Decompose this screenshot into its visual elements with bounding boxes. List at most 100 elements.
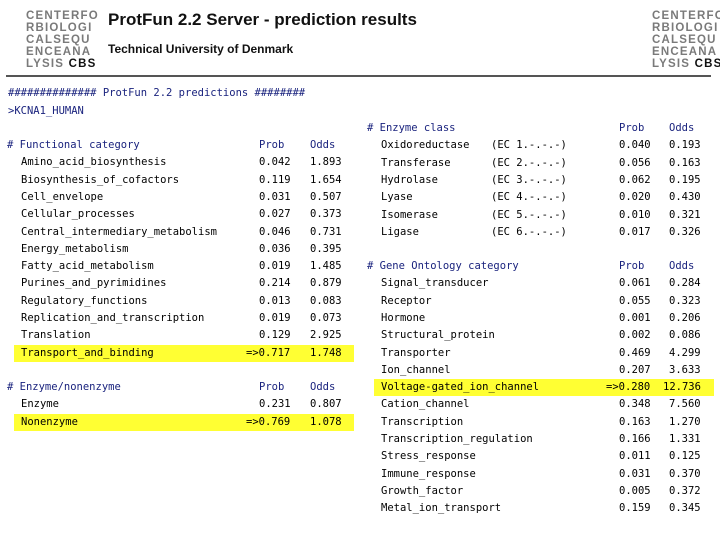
prob-column-header: Prob (259, 139, 285, 151)
odds-value: 0.206 (669, 311, 701, 324)
category-name: Translation (21, 329, 91, 342)
odds-value: 0.370 (669, 467, 701, 480)
odds-column-header: Odds (310, 139, 336, 151)
logo-line: RBIOLOGI (652, 22, 719, 34)
category-name: Biosynthesis_of_cofactors (21, 173, 180, 186)
prob-value: 0.055 (619, 294, 651, 307)
prob-column-header: Prob (619, 122, 645, 134)
prob-value: 0.046 (259, 225, 291, 238)
odds-value: 1.270 (669, 415, 701, 428)
ec-number: (EC 1.-.-.-) (491, 139, 567, 152)
odds-value: 1.331 (669, 433, 701, 445)
odds-value: 0.731 (310, 225, 342, 238)
category-name: Nonenzyme (21, 415, 78, 428)
category-name: Central_intermediary_metabolism (21, 225, 217, 238)
odds-column-header: Odds (669, 260, 695, 272)
prob-value: 0.129 (259, 329, 291, 342)
prob-value: 0.163 (619, 415, 651, 428)
odds-value: 0.193 (669, 139, 701, 152)
odds-value: 0.125 (669, 450, 701, 463)
category-name: Replication_and_transcription (21, 312, 205, 324)
odds-value: 1.078 (310, 415, 342, 428)
category-name: Transcription (381, 415, 464, 428)
odds-value: 0.323 (669, 294, 701, 307)
category-name: Stress_response (381, 450, 476, 463)
logo-line: ENCEANA (26, 46, 92, 58)
prob-value: 0.214 (259, 277, 291, 290)
ec-number: (EC 6.-.-.-) (491, 225, 567, 238)
odds-value: 4.299 (669, 346, 701, 359)
prob-value: 0.469 (619, 346, 651, 359)
odds-value: 1.654 (310, 173, 342, 186)
prob-value: 0.005 (619, 484, 651, 497)
category-name: Regulatory_functions (21, 294, 148, 307)
odds-value: 0.879 (310, 277, 342, 290)
category-name: Purines_and_pyrimidines (21, 277, 167, 290)
odds-value: 0.073 (310, 312, 342, 324)
category-name: Cellular_processes (21, 208, 135, 221)
prob-value: 0.348 (619, 398, 651, 411)
section-title: # Enzyme class (367, 122, 456, 134)
category-name: Ligase (381, 225, 419, 238)
odds-value: 1.748 (310, 346, 342, 359)
category-name: Receptor (381, 294, 432, 307)
ec-number: (EC 3.-.-.-) (491, 173, 567, 186)
category-name: Growth_factor (381, 484, 464, 497)
prob-value: 0.019 (259, 312, 291, 324)
category-name: Enzyme (21, 398, 59, 411)
logo-line: RBIOLOGI (26, 22, 93, 34)
highlight-bar (14, 413, 354, 431)
prob-value: 0.062 (619, 173, 651, 186)
prob-value: 0.019 (259, 260, 291, 273)
prob-value: 0.020 (619, 191, 651, 204)
odds-value: 0.372 (669, 484, 701, 497)
category-name: Transferase (381, 156, 451, 169)
category-name: Amino_acid_biosynthesis (21, 156, 167, 169)
highlight-bar (374, 379, 714, 397)
category-name: Hydrolase (381, 173, 438, 186)
prob-column-header: Prob (619, 260, 645, 272)
logo-line: LYSIS CBS (26, 58, 97, 70)
category-name: Energy_metabolism (21, 242, 129, 255)
logo-line: CENTERFO (26, 10, 99, 22)
category-name: Isomerase (381, 208, 438, 221)
ec-number: (EC 2.-.-.-) (491, 156, 567, 169)
prob-value: 0.042 (259, 156, 291, 169)
prob-value: 0.056 (619, 156, 651, 169)
odds-value: 0.326 (669, 225, 701, 238)
prob-value: 0.011 (619, 450, 651, 463)
odds-value: 0.507 (310, 190, 342, 203)
odds-value: 0.083 (310, 294, 342, 307)
odds-value: 3.633 (669, 363, 701, 376)
section-title: # Gene Ontology category (367, 260, 519, 272)
sequence-name: >KCNA1_HUMAN (8, 105, 84, 117)
page-title: ProtFun 2.2 Server - prediction results (108, 10, 417, 29)
prob-value: 0.207 (619, 363, 651, 376)
category-name: Ion_channel (381, 363, 451, 376)
category-name: Voltage-gated_ion_channel (381, 381, 540, 394)
odds-value: 0.345 (669, 502, 701, 515)
prob-value: =>0.280 (606, 381, 651, 394)
prob-value: =>0.717 (246, 346, 291, 359)
prob-value: 0.010 (619, 208, 651, 221)
prob-value: 0.159 (619, 502, 651, 515)
logo-line: ENCEANA (652, 46, 718, 58)
odds-value: 2.925 (310, 329, 342, 342)
page-subtitle: Technical University of Denmark (108, 42, 294, 56)
category-name: Transcription_regulation (381, 433, 533, 445)
odds-value: 0.086 (669, 329, 701, 342)
logo-line: CALSEQU (26, 34, 91, 46)
odds-column-header: Odds (669, 122, 695, 134)
category-name: Cell_envelope (21, 190, 104, 203)
prob-value: 0.013 (259, 294, 291, 307)
odds-value: 0.373 (310, 208, 342, 221)
prob-value: 0.001 (619, 311, 651, 324)
prob-column-header: Prob (259, 381, 285, 393)
prob-value: 0.231 (259, 398, 291, 411)
prob-value: 0.031 (619, 467, 651, 480)
logo-line: CALSEQU (652, 34, 717, 46)
category-name: Structural_protein (381, 329, 495, 342)
category-name: Cation_channel (381, 398, 470, 411)
odds-value: 0.195 (669, 173, 701, 186)
logo-line: LYSIS CBS (652, 58, 720, 70)
